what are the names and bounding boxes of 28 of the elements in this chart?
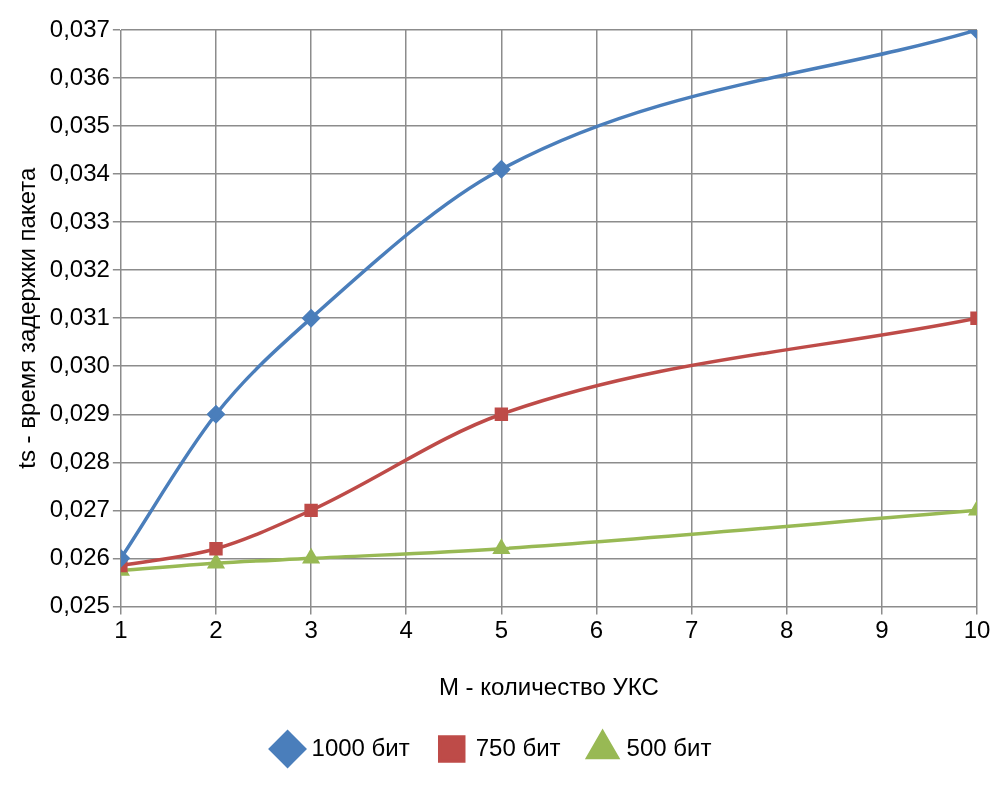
y-tick-label: 0,032 xyxy=(49,254,110,282)
y-tick-label: 0,027 xyxy=(49,494,110,522)
legend-label: 750 бит xyxy=(475,733,561,761)
y-tick-label: 0,026 xyxy=(49,542,110,570)
x-axis-title: M - количество УКС xyxy=(438,673,659,701)
y-tick-label: 0,030 xyxy=(49,350,110,378)
y-tick-label: 0,033 xyxy=(49,206,110,234)
legend-label: 500 бит xyxy=(626,733,712,761)
y-tick-label: 0,028 xyxy=(49,446,110,474)
y-tick-label: 0,037 xyxy=(49,14,110,42)
y-axis-title: ts - время задержки пакета xyxy=(13,167,41,469)
x-tick-label: 10 xyxy=(963,616,991,644)
y-tick-label: 0,034 xyxy=(49,158,110,186)
x-tick-label: 6 xyxy=(589,616,604,644)
x-tick-label: 9 xyxy=(875,616,889,644)
y-tick-label: 0,036 xyxy=(49,62,110,90)
x-tick-label: 3 xyxy=(304,616,318,644)
x-tick-label: 8 xyxy=(780,616,794,644)
x-tick-label: 1 xyxy=(114,616,128,644)
y-tick-label: 0,031 xyxy=(49,302,110,330)
y-tick-label: 0,035 xyxy=(49,110,110,138)
y-tick-label: 0,025 xyxy=(49,591,110,619)
x-tick-label: 4 xyxy=(399,616,413,644)
x-tick-label: 2 xyxy=(209,616,223,644)
x-tick-label: 7 xyxy=(684,616,699,644)
legend-label: 1000 бит xyxy=(311,733,410,761)
y-tick-label: 0,029 xyxy=(49,398,110,426)
x-tick-label: 5 xyxy=(494,616,509,644)
